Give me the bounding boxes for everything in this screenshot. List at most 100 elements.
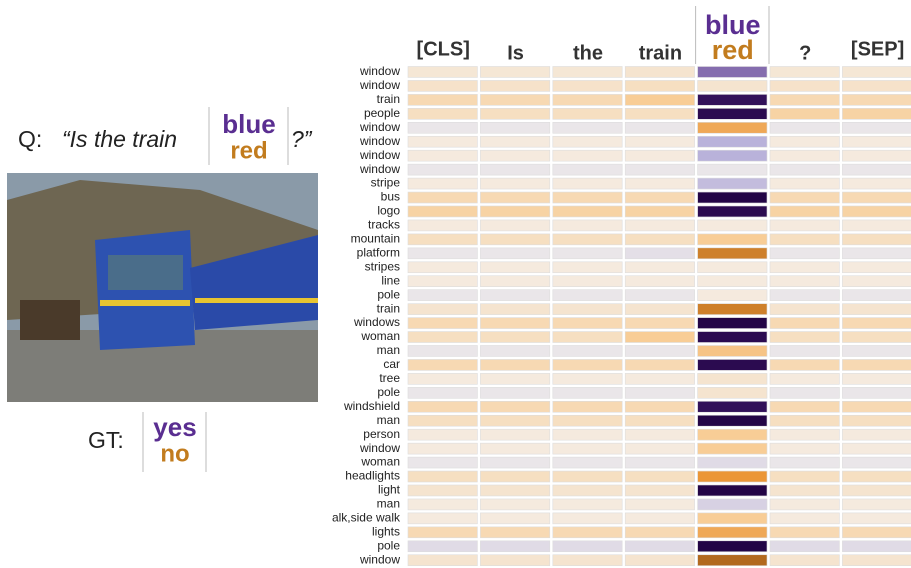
heatmap-cell [698, 555, 767, 566]
heatmap-cell [408, 262, 477, 273]
heatmap-cell [553, 150, 622, 161]
row-label: window [359, 78, 400, 92]
heatmap-cell [553, 262, 622, 273]
heatmap-cell [842, 555, 911, 566]
column-header: train [639, 42, 682, 64]
heatmap-cell [408, 527, 477, 538]
row-label: platform [357, 245, 400, 259]
heatmap-cell [625, 248, 694, 259]
heatmap-cell [698, 276, 767, 287]
heatmap-cell [553, 206, 622, 217]
heatmap-cell [625, 359, 694, 370]
heatmap-cell [770, 136, 839, 147]
heatmap-cell [553, 485, 622, 496]
heatmap-cell [480, 443, 549, 454]
heatmap-cell [770, 457, 839, 468]
heatmap-cell [770, 234, 839, 245]
heatmap-cell [842, 304, 911, 315]
heatmap-cell [408, 401, 477, 412]
heatmap-cell [625, 387, 694, 398]
heatmap-cell [842, 150, 911, 161]
heatmap-cell [770, 150, 839, 161]
heatmap-cell [408, 541, 477, 552]
heatmap-cell [553, 304, 622, 315]
heatmap-cell [770, 346, 839, 357]
heatmap-cell [842, 248, 911, 259]
heatmap-cell [842, 387, 911, 398]
heatmap-cell [698, 206, 767, 217]
heatmap-cell [480, 429, 549, 440]
heatmap-cell [480, 276, 549, 287]
heatmap-cell [698, 67, 767, 78]
heatmap-cell [553, 499, 622, 510]
heatmap-cell [480, 178, 549, 189]
heatmap-cell [408, 248, 477, 259]
row-label: stripes [365, 259, 400, 273]
heatmap-cell [842, 429, 911, 440]
heatmap-cell [480, 150, 549, 161]
heatmap-cell [698, 359, 767, 370]
heatmap-cell [408, 234, 477, 245]
heatmap-cell [770, 276, 839, 287]
heatmap-cell [770, 359, 839, 370]
heatmap-cell [553, 457, 622, 468]
heatmap-cell [553, 471, 622, 482]
heatmap-cell [408, 67, 477, 78]
heatmap-cell [842, 499, 911, 510]
heatmap-cell [698, 527, 767, 538]
row-label: logo [377, 204, 400, 218]
heatmap-cell [770, 541, 839, 552]
heatmap-cell [770, 527, 839, 538]
row-label: windshield [343, 399, 400, 413]
row-label: woman [360, 455, 400, 469]
heatmap-cell [698, 401, 767, 412]
heatmap-cell [553, 332, 622, 343]
heatmap-cell [480, 262, 549, 273]
heatmap-cell [408, 415, 477, 426]
heatmap-cell [770, 332, 839, 343]
row-label: window [359, 148, 400, 162]
heatmap-cell [842, 192, 911, 203]
heatmap-cell [625, 541, 694, 552]
heatmap-cell [408, 471, 477, 482]
heatmap-cell [842, 443, 911, 454]
heatmap-cell [698, 192, 767, 203]
row-label: window [359, 552, 400, 566]
heatmap-cell [625, 555, 694, 566]
heatmap-cell [770, 178, 839, 189]
heatmap-cell [408, 513, 477, 524]
heatmap-cell [698, 457, 767, 468]
row-label: light [378, 483, 401, 497]
heatmap-cell [625, 485, 694, 496]
heatmap-cell [553, 443, 622, 454]
column-header: [CLS] [417, 38, 470, 60]
heatmap-cell [770, 471, 839, 482]
heatmap-cell [698, 346, 767, 357]
heatmap-cell [480, 401, 549, 412]
heatmap-cell [553, 67, 622, 78]
heatmap-cell [408, 318, 477, 329]
heatmap-cell [408, 108, 477, 119]
heatmap-cell [553, 290, 622, 301]
heatmap-cell [698, 499, 767, 510]
heatmap-cell [770, 290, 839, 301]
heatmap-cell [770, 192, 839, 203]
heatmap-cell [770, 415, 839, 426]
heatmap-cell [408, 192, 477, 203]
heatmap-cell [698, 471, 767, 482]
heatmap-cell [842, 332, 911, 343]
figure: Q: “Is the train blue red ?” GT: yes no … [0, 0, 911, 568]
heatmap-cell [625, 457, 694, 468]
heatmap-cell [770, 499, 839, 510]
heatmap-cell [553, 234, 622, 245]
heatmap-cell [698, 122, 767, 133]
heatmap-cell [408, 332, 477, 343]
heatmap-cell [408, 136, 477, 147]
heatmap-cell [480, 332, 549, 343]
heatmap-cell [842, 373, 911, 384]
heatmap-cell [553, 276, 622, 287]
heatmap-cell [553, 318, 622, 329]
heatmap-cell [553, 415, 622, 426]
heatmap-cell [842, 290, 911, 301]
heatmap-cell [625, 234, 694, 245]
